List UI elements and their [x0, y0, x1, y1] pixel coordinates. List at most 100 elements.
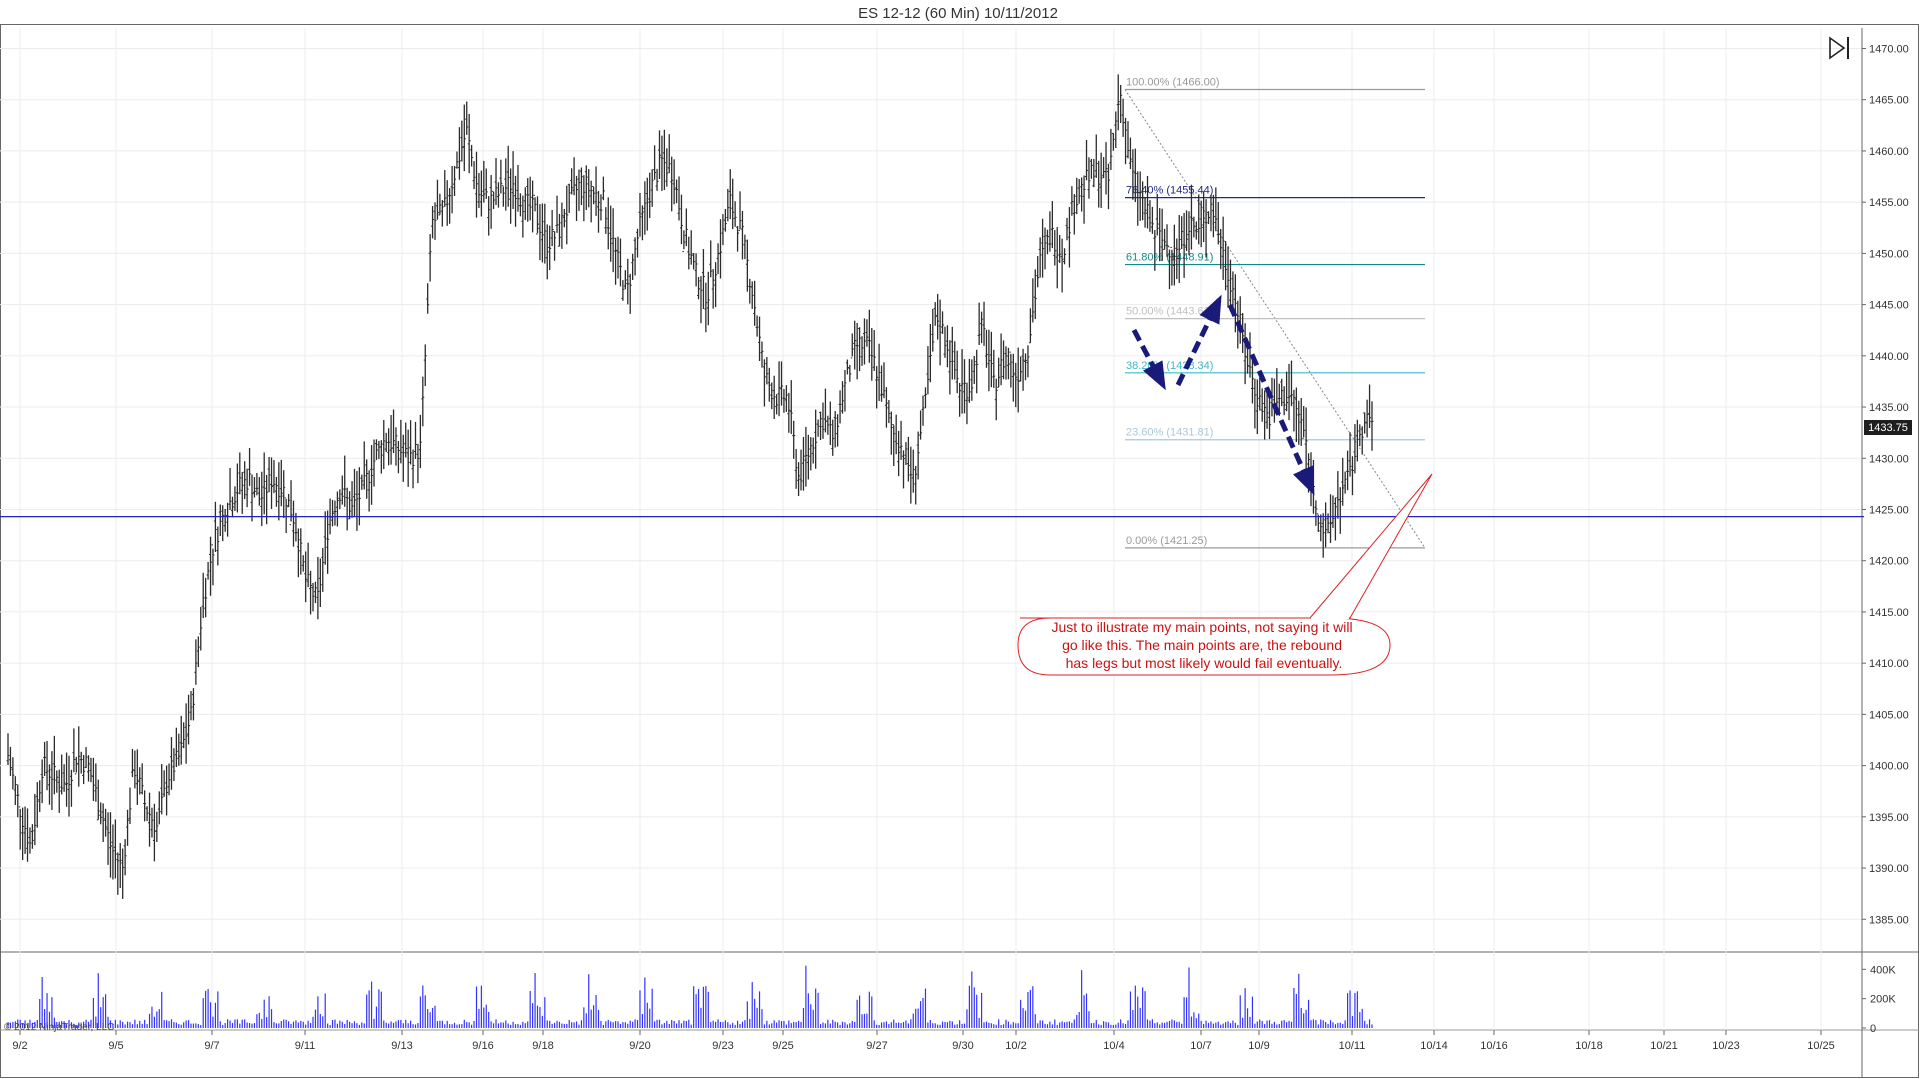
ohlc-bar	[626, 258, 630, 305]
ohlc-bar	[882, 362, 886, 399]
ohlc-bar	[265, 474, 269, 525]
ohlc-bar	[201, 572, 205, 619]
ohlc-bar	[84, 747, 88, 768]
ohlc-bar	[553, 231, 557, 261]
ohlc-bar	[953, 341, 957, 380]
ohlc-bar	[62, 764, 66, 792]
fibonacci-retracement[interactable]: 100.00% (1466.00)76.40% (1455.44)61.80% …	[1124, 76, 1426, 549]
ohlc-bar	[1158, 208, 1162, 262]
ohlc-bar	[1116, 74, 1120, 131]
ohlc-bar	[806, 434, 810, 480]
ohlc-bar	[721, 214, 725, 246]
ohlc-bar	[87, 755, 91, 782]
ohlc-bar	[140, 763, 144, 795]
ohlc-bar	[762, 359, 766, 407]
y-tick-label: 1405.00	[1869, 709, 1909, 721]
ohlc-bar	[675, 179, 679, 204]
ohlc-bar	[772, 375, 776, 419]
ohlc-bar	[1321, 513, 1325, 558]
ohlc-bar	[462, 104, 466, 172]
ohlc-bar	[18, 806, 22, 850]
ohlc-bar	[611, 208, 615, 273]
ohlc-bar	[531, 180, 535, 233]
ohlc-bar	[1009, 351, 1013, 388]
ohlc-bar	[618, 238, 622, 287]
scroll-to-end-icon[interactable]	[1829, 36, 1849, 60]
ohlc-bar	[1067, 207, 1071, 268]
ohlc-bar	[1343, 471, 1347, 494]
x-tick-label: 10/9	[1248, 1040, 1269, 1052]
ohlc-bar	[909, 446, 913, 504]
ohlc-bar	[594, 166, 598, 216]
ohlc-bar	[1314, 500, 1318, 526]
ohlc-bar	[1055, 227, 1059, 289]
ohlc-bar	[221, 505, 225, 542]
ohlc-bar	[509, 168, 513, 224]
ohlc-bar	[155, 811, 159, 842]
ohlc-bar	[850, 333, 854, 359]
ohlc-bar	[255, 472, 259, 496]
ohlc-bar	[479, 170, 483, 217]
ohlc-bar	[257, 477, 261, 506]
ohlc-bar	[545, 224, 549, 280]
ohlc-bar	[1297, 400, 1301, 445]
ohlc-bar	[245, 468, 249, 508]
x-tick-label: 9/16	[472, 1040, 493, 1052]
ohlc-bar	[862, 318, 866, 365]
ohlc-bar	[226, 502, 230, 537]
ohlc-bar	[1255, 379, 1259, 435]
ohlc-bar	[406, 429, 410, 487]
y-tick-label: 1460.00	[1869, 146, 1909, 158]
ohlc-bar	[792, 420, 796, 459]
ohlc-bar	[240, 471, 244, 514]
ohlc-bar	[528, 176, 532, 221]
ohlc-bar	[316, 556, 320, 620]
ohlc-bar	[1285, 371, 1289, 412]
ohlc-bar	[1070, 186, 1074, 216]
ohlc-bar	[955, 350, 959, 394]
last-price-label: 1433.75	[1868, 422, 1908, 434]
ohlc-bar	[1209, 194, 1213, 232]
ohlc-bar	[679, 194, 683, 245]
ohlc-bar	[152, 803, 156, 862]
ohlc-bar	[1353, 424, 1357, 474]
ohlc-bar	[370, 445, 374, 505]
ohlc-bar	[1172, 224, 1176, 286]
annotation-callout[interactable]: Just to illustrate my main points, not s…	[1017, 473, 1433, 676]
ohlc-bar	[106, 812, 110, 865]
ohlc-bar	[843, 370, 847, 412]
volume-axis: 400K 200K 0	[1862, 964, 1896, 1035]
x-tick-label: 9/27	[866, 1040, 887, 1052]
ohlc-bar	[1360, 426, 1364, 455]
ohlc-bar	[379, 440, 383, 474]
ohlc-bar	[1092, 158, 1096, 188]
ohlc-bar	[1019, 356, 1023, 382]
ohlc-bar	[906, 436, 910, 482]
ohlc-bar	[1121, 98, 1125, 137]
ohlc-bar	[35, 782, 39, 828]
y-tick-label: 1455.00	[1869, 197, 1909, 209]
ohlc-bar	[745, 239, 749, 292]
ohlc-bar	[1024, 353, 1028, 381]
ohlc-bar	[841, 381, 845, 414]
ohlc-bar	[143, 790, 147, 822]
x-tick-label: 10/21	[1650, 1040, 1678, 1052]
ohlc-bar	[291, 500, 295, 547]
ohlc-bar	[931, 308, 935, 352]
ohlc-bar	[1119, 84, 1123, 123]
y-tick-label: 1395.00	[1869, 812, 1909, 824]
ohlc-bar	[179, 715, 183, 765]
ohlc-bar	[823, 388, 827, 433]
ohlc-bar	[640, 205, 644, 241]
ohlc-bar	[831, 419, 835, 456]
ohlc-bar	[858, 327, 862, 372]
ohlc-bar	[1109, 128, 1113, 171]
ohlc-bar	[982, 301, 986, 346]
ohlc-bar	[1368, 384, 1372, 429]
ohlc-bar	[187, 694, 191, 745]
ohlc-bar	[506, 145, 510, 207]
x-tick-label: 10/18	[1575, 1040, 1603, 1052]
ohlc-bar	[1041, 218, 1045, 278]
ohlc-bar	[657, 130, 661, 180]
x-tick-label: 9/13	[391, 1040, 412, 1052]
